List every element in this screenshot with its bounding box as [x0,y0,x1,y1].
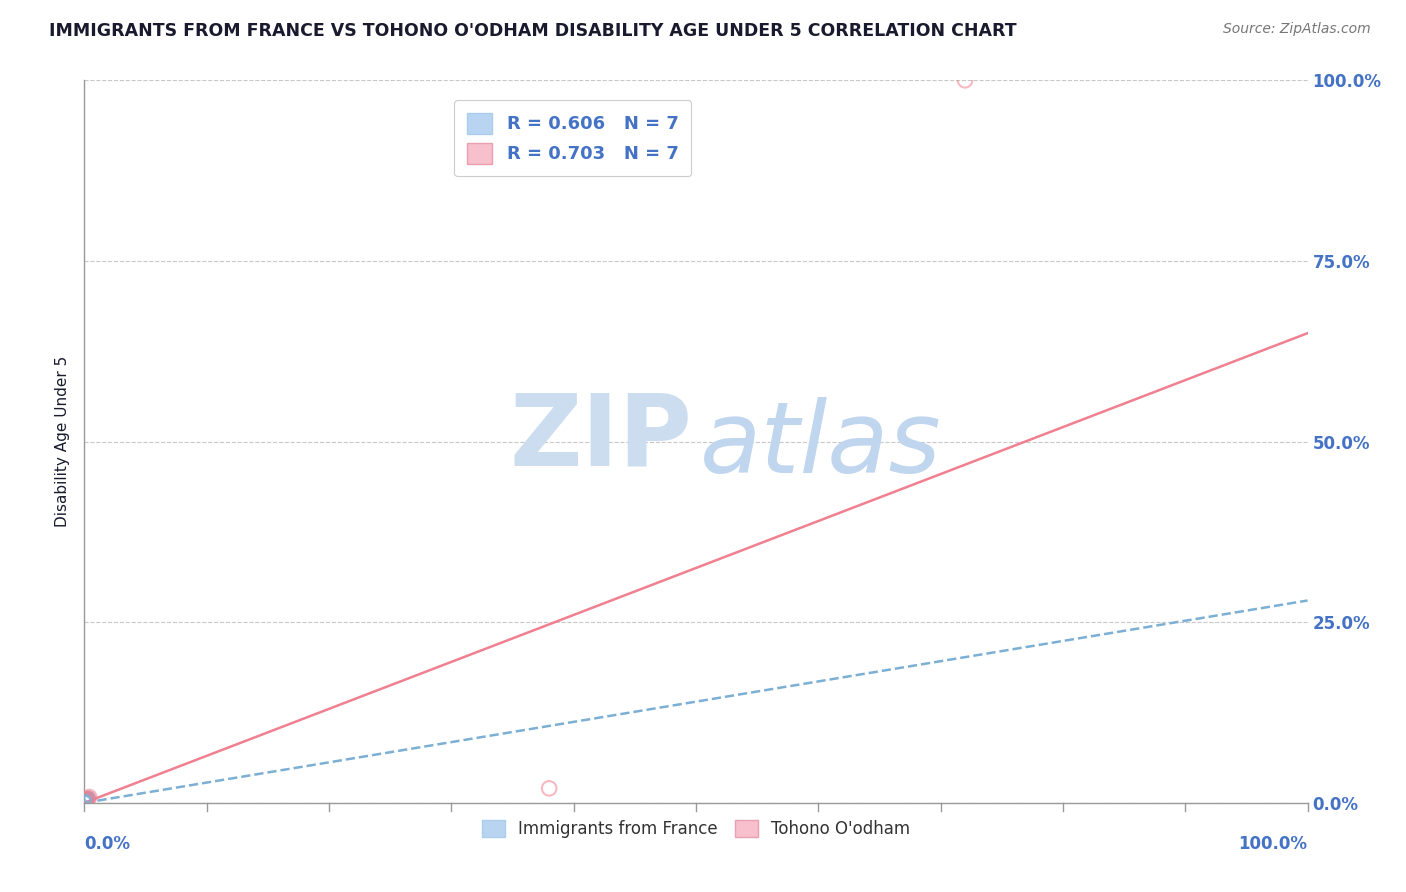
Point [953,73,976,87]
Point [76,792,98,806]
Text: IMMIGRANTS FROM FRANCE VS TOHONO O'ODHAM DISABILITY AGE UNDER 5 CORRELATION CHAR: IMMIGRANTS FROM FRANCE VS TOHONO O'ODHAM… [49,22,1017,40]
Point [77,790,100,805]
Text: Source: ZipAtlas.com: Source: ZipAtlas.com [1223,22,1371,37]
Text: 100.0%: 100.0% [1239,835,1308,854]
Text: 0.0%: 0.0% [84,835,131,854]
Point [75,793,97,807]
Legend: Immigrants from France, Tohono O'odham: Immigrants from France, Tohono O'odham [475,814,917,845]
Text: atlas: atlas [700,397,941,493]
Point [76,793,98,807]
Point [77,790,100,805]
Point [75,794,97,808]
Point [75,794,97,808]
Point [538,781,561,796]
Point [77,790,100,805]
Point [77,791,100,805]
Point [75,794,97,808]
Text: ZIP: ZIP [509,390,692,486]
Y-axis label: Disability Age Under 5: Disability Age Under 5 [55,356,70,527]
Point [76,792,98,806]
Point [77,791,100,805]
